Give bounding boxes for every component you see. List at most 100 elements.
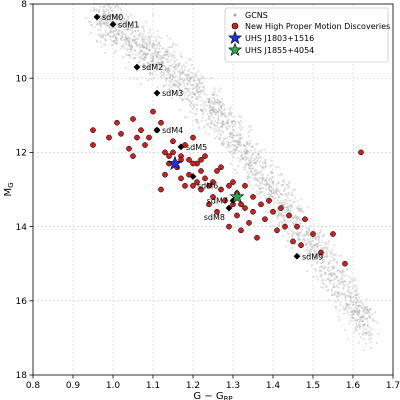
- gcns-point: [306, 233, 310, 236]
- gcns-point: [216, 121, 220, 125]
- gcns-point: [299, 218, 302, 222]
- gcns-point: [142, 64, 145, 67]
- gcns-point: [85, 16, 88, 20]
- gcns-point: [269, 177, 272, 180]
- gcns-point: [224, 125, 227, 128]
- standard-diamond: [93, 13, 101, 21]
- gcns-point: [327, 240, 331, 243]
- gcns-point: [104, 15, 107, 18]
- gcns-point: [252, 153, 255, 156]
- gcns-point: [253, 161, 257, 165]
- gcns-point: [116, 16, 119, 19]
- gcns-point: [305, 241, 308, 245]
- gcns-point: [318, 266, 322, 269]
- gcns-point: [301, 234, 305, 237]
- gcns-point: [202, 76, 205, 79]
- gcns-point: [149, 54, 152, 57]
- gcns-point: [333, 272, 336, 275]
- gcns-point: [187, 98, 190, 101]
- gcns-point: [321, 282, 324, 285]
- gcns-point: [137, 30, 140, 33]
- gcns-point: [146, 52, 149, 55]
- gcns-point: [211, 93, 214, 96]
- gcns-point: [138, 43, 142, 46]
- gcns-point: [298, 222, 301, 225]
- gcns-point: [102, 15, 105, 18]
- gcns-point: [112, 34, 115, 37]
- gcns-point: [249, 140, 252, 143]
- gcns-point: [246, 162, 249, 165]
- gcns-point: [156, 54, 159, 57]
- gcns-point: [275, 166, 278, 169]
- gcns-point: [347, 305, 350, 308]
- gcns-point: [161, 61, 164, 64]
- gcns-point: [151, 73, 154, 76]
- gcns-point: [259, 195, 262, 198]
- gcns-point: [193, 78, 196, 81]
- gcns-point: [335, 284, 338, 287]
- gcns-point: [195, 95, 198, 98]
- gcns-point: [347, 286, 350, 289]
- gcns-point: [135, 69, 138, 73]
- gcns-point: [127, 53, 130, 57]
- gcns-point: [167, 46, 170, 49]
- gcns-point: [119, 18, 122, 21]
- gcns-point: [286, 183, 289, 187]
- legend-gcns-marker: [233, 13, 237, 17]
- y-axis-label-sub: G: [7, 182, 15, 187]
- gcns-point: [315, 244, 319, 248]
- gcns-point: [241, 158, 244, 161]
- gcns-point: [294, 242, 298, 245]
- gcns-point: [302, 238, 305, 241]
- gcns-point: [127, 39, 130, 43]
- gcns-point: [245, 152, 249, 155]
- gcns-cloud: [85, 2, 380, 351]
- gcns-point: [260, 177, 264, 181]
- gcns-point: [291, 194, 294, 197]
- gcns-point: [271, 188, 274, 191]
- gcns-point: [225, 126, 228, 130]
- gcns-point: [291, 246, 294, 249]
- gcns-point: [187, 79, 190, 82]
- gcns-point: [260, 149, 263, 152]
- gcns-point: [169, 77, 172, 80]
- gcns-point: [324, 241, 328, 244]
- gcns-point: [168, 80, 171, 83]
- discovery-point: [202, 153, 208, 159]
- gcns-point: [284, 245, 288, 248]
- gcns-point: [210, 121, 213, 124]
- gcns-point: [234, 148, 237, 151]
- gcns-point: [251, 174, 254, 177]
- gcns-point: [321, 256, 324, 259]
- gcns-point: [336, 279, 340, 282]
- gcns-point: [102, 12, 105, 16]
- gcns-point: [328, 272, 331, 276]
- gcns-point: [212, 110, 216, 114]
- gcns-point: [220, 125, 223, 128]
- gcns-point: [222, 113, 225, 116]
- discovery-point: [318, 249, 324, 256]
- gcns-point: [324, 272, 327, 276]
- gcns-point: [287, 206, 290, 209]
- gcns-point: [354, 293, 357, 296]
- gcns-point: [238, 143, 241, 146]
- gcns-point: [131, 40, 134, 43]
- gcns-point: [292, 217, 295, 221]
- gcns-point: [264, 165, 267, 169]
- gcns-point: [338, 308, 341, 312]
- gcns-point: [162, 84, 166, 87]
- gcns-point: [104, 13, 108, 16]
- gcns-point: [214, 137, 217, 140]
- gcns-point: [299, 253, 302, 256]
- gcns-point: [124, 35, 128, 39]
- gcns-point: [259, 176, 262, 179]
- gcns-point: [341, 271, 344, 274]
- gcns-point: [362, 310, 365, 313]
- gcns-point: [206, 104, 209, 107]
- gcns-point: [326, 289, 329, 293]
- gcns-point: [265, 181, 268, 184]
- gcns-point: [187, 73, 190, 77]
- gcns-point: [347, 337, 350, 340]
- gcns-point: [247, 176, 250, 179]
- y-tick-label: 18: [16, 371, 28, 381]
